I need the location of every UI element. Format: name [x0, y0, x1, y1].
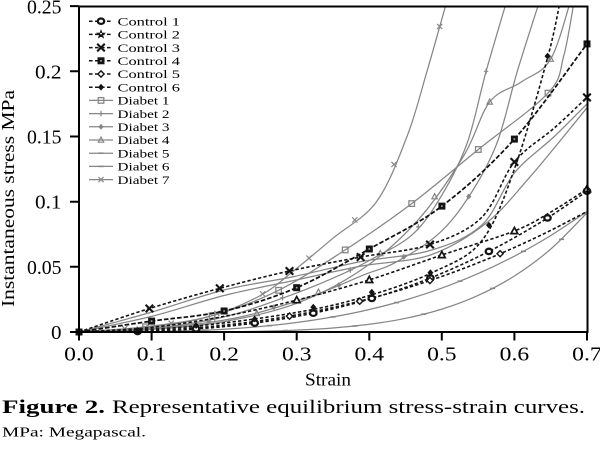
svg-text:0.3: 0.3: [282, 344, 312, 366]
svg-text:Diabet 5: Diabet 5: [118, 146, 170, 160]
svg-text:Instantaneous stress MPa: Instantaneous stress MPa: [0, 90, 18, 307]
svg-text:0.25: 0.25: [27, 0, 62, 19]
svg-text:0.15: 0.15: [27, 127, 62, 149]
svg-text:Diabet 7: Diabet 7: [118, 173, 170, 187]
svg-text:0.1: 0.1: [35, 192, 62, 214]
svg-text:Representative equilibrium str: Representative equilibrium stress-strain…: [112, 397, 585, 418]
svg-text:Control 2: Control 2: [118, 28, 181, 42]
svg-text:0.4: 0.4: [355, 344, 385, 366]
svg-text:Control 5: Control 5: [118, 67, 181, 81]
svg-text:0.2: 0.2: [209, 344, 239, 366]
svg-text:Strain: Strain: [305, 370, 351, 390]
svg-text:0.0: 0.0: [64, 344, 94, 366]
svg-text:Diabet 1: Diabet 1: [118, 94, 170, 108]
svg-text:Diabet 6: Diabet 6: [118, 160, 170, 174]
svg-text:Diabet 4: Diabet 4: [118, 133, 170, 147]
svg-text:0.6: 0.6: [500, 344, 530, 366]
svg-text:Diabet 2: Diabet 2: [118, 107, 170, 121]
svg-text:Figure 2.: Figure 2.: [2, 397, 105, 418]
svg-text:Control 3: Control 3: [118, 41, 181, 55]
svg-text:Control 4: Control 4: [118, 54, 181, 68]
svg-text:MPa: Megapascal.: MPa: Megapascal.: [2, 426, 146, 441]
svg-text:0.05: 0.05: [27, 257, 62, 279]
svg-text:0.7: 0.7: [572, 344, 600, 366]
svg-text:Diabet 3: Diabet 3: [118, 120, 170, 134]
svg-text:0.1: 0.1: [137, 344, 167, 366]
svg-text:0: 0: [51, 322, 62, 344]
svg-text:0.5: 0.5: [427, 344, 457, 366]
svg-text:0.2: 0.2: [35, 61, 62, 83]
svg-text:Control 1: Control 1: [118, 14, 181, 28]
svg-text:Control 6: Control 6: [118, 80, 181, 94]
